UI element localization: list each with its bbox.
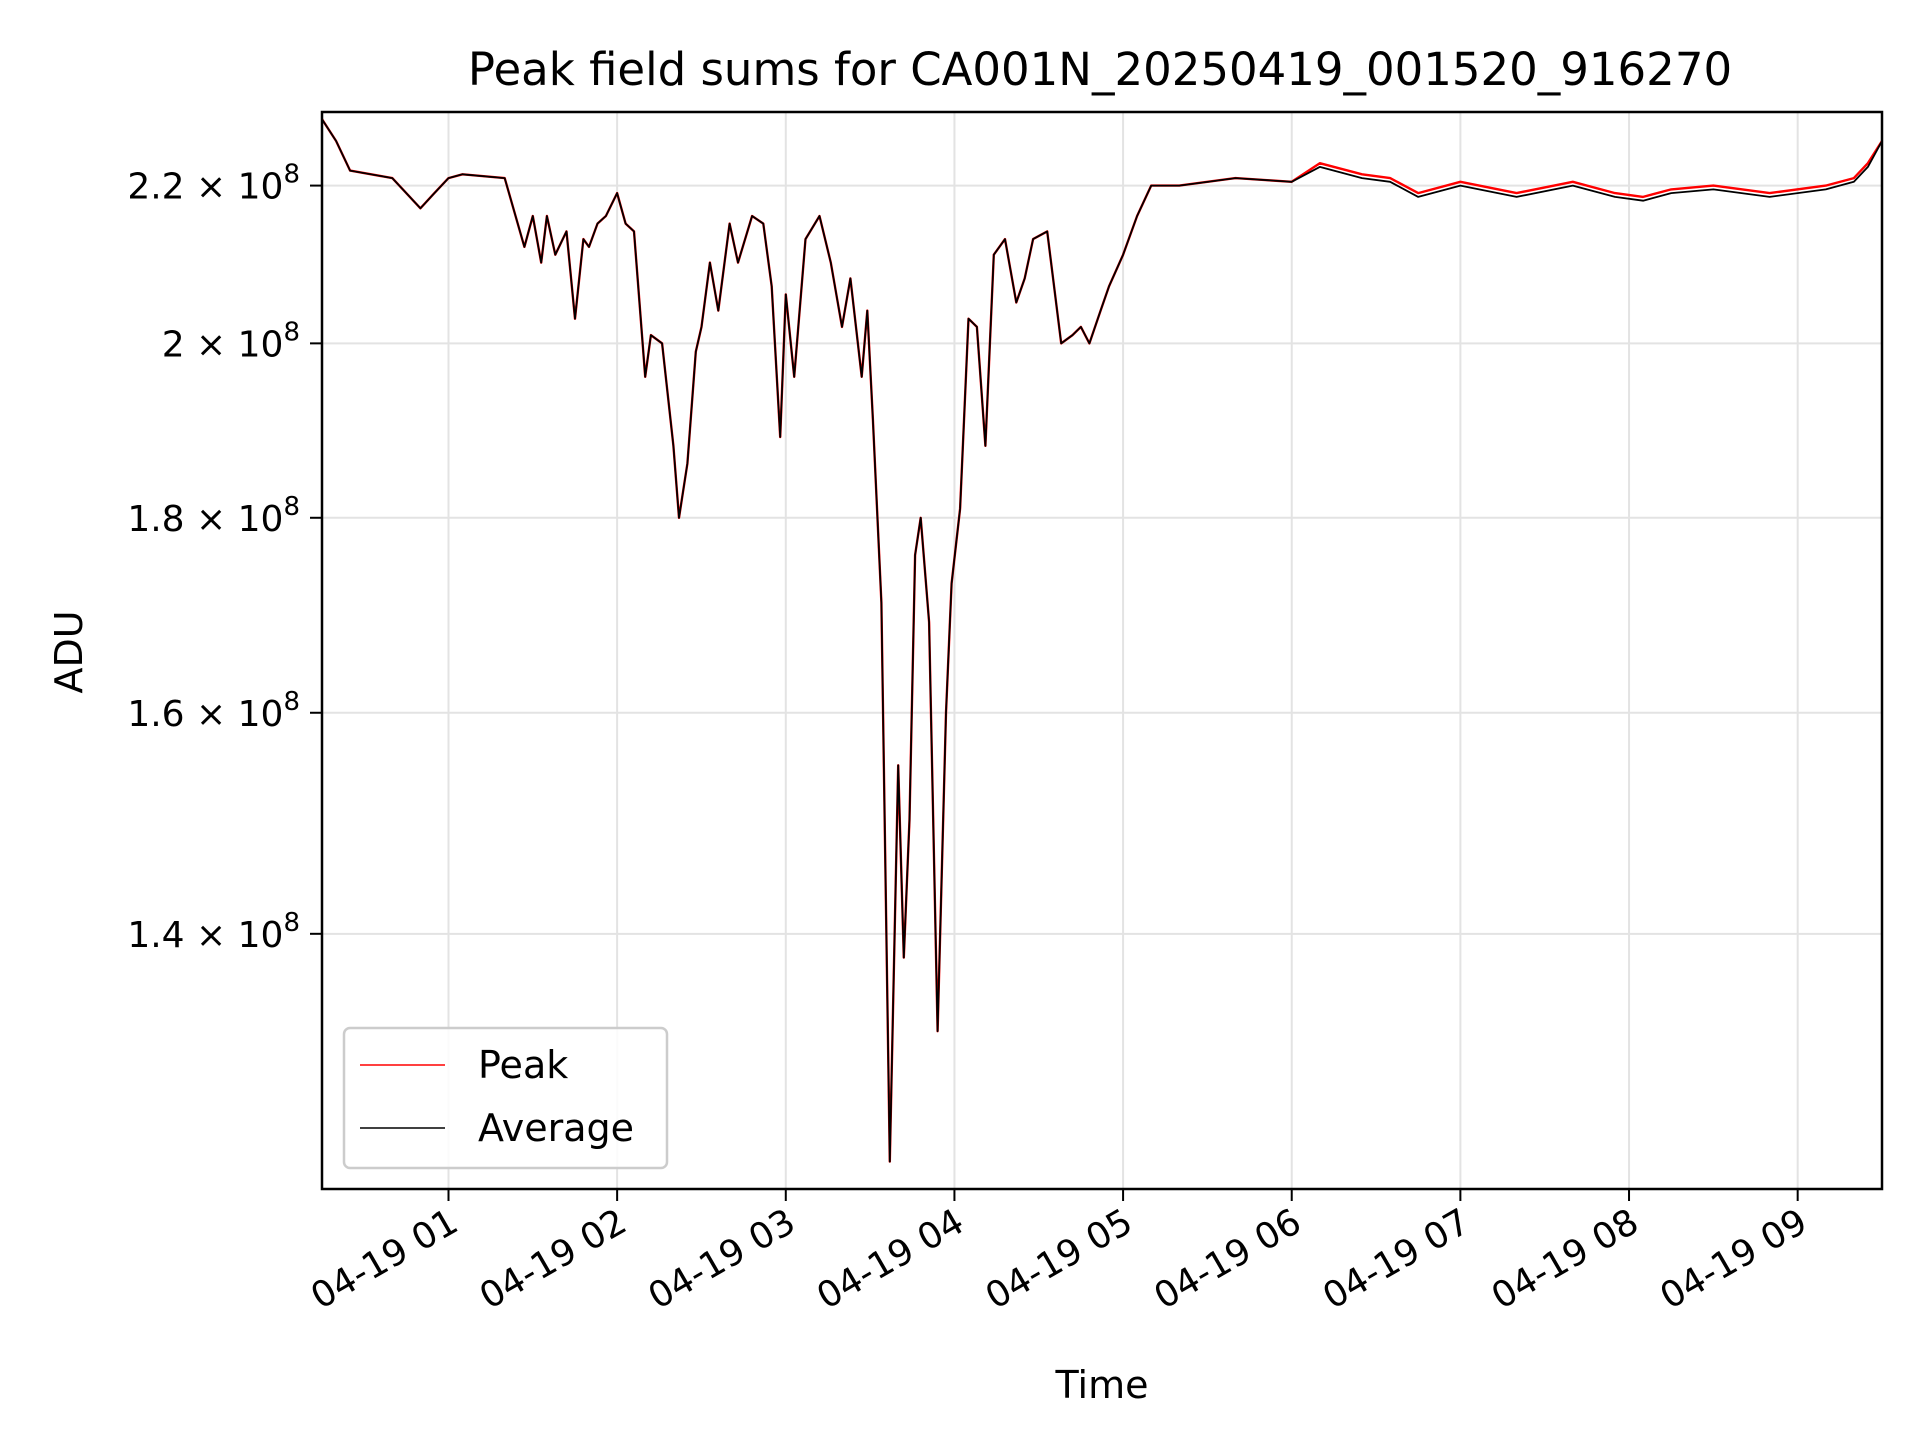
grid bbox=[322, 112, 1882, 1189]
series-layer bbox=[322, 118, 1882, 1163]
x-tick-label: 04-19 08 bbox=[1485, 1201, 1646, 1317]
series-line-average bbox=[322, 118, 1882, 1163]
plot-frame bbox=[320, 110, 1884, 1191]
legend-box bbox=[342, 1026, 669, 1170]
x-tick-label: 04-19 01 bbox=[304, 1201, 465, 1317]
legend-label-peak: Peak bbox=[478, 1043, 568, 1087]
x-tick-label: 04-19 04 bbox=[810, 1201, 971, 1317]
y-tick-label: 1.8 × 108 bbox=[127, 492, 300, 540]
y-tick-label: 2.2 × 108 bbox=[127, 160, 300, 208]
chart-title: Peak field sums for CA001N_20250419_0015… bbox=[468, 43, 1732, 96]
x-tick-label: 04-19 02 bbox=[473, 1201, 634, 1317]
y-tick-label: 1.4 × 108 bbox=[127, 908, 300, 956]
x-tick-label: 04-19 03 bbox=[642, 1201, 803, 1317]
x-tick-label: 04-19 09 bbox=[1654, 1201, 1815, 1317]
y-axis: 1.4 × 108 1.6 × 108 1.8 × 108 2 × 108 2.2 × … bbox=[127, 160, 322, 956]
y-axis-label: ADU bbox=[47, 610, 91, 693]
series-line-peak bbox=[322, 118, 1882, 1163]
x-axis: 04-19 01 04-19 02 04-19 03 04-19 04 04-19 05… bbox=[304, 1189, 1814, 1318]
x-tick-label: 04-19 07 bbox=[1316, 1201, 1477, 1317]
x-axis-label: Time bbox=[1055, 1363, 1149, 1407]
legend: Peak Average bbox=[342, 1026, 669, 1170]
legend-label-average: Average bbox=[478, 1106, 634, 1150]
y-tick-label: 1.6 × 108 bbox=[127, 687, 300, 735]
x-tick-label: 04-19 06 bbox=[1148, 1201, 1309, 1317]
y-tick-label: 2 × 108 bbox=[162, 317, 300, 365]
x-tick-label: 04-19 05 bbox=[979, 1201, 1140, 1317]
